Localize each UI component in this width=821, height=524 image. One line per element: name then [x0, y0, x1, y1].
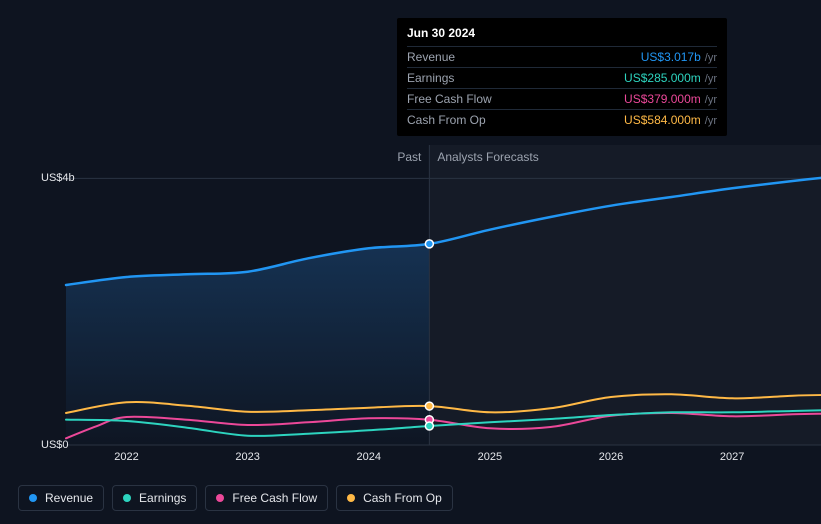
- tooltip-row: Free Cash Flow US$379.000m/yr: [407, 88, 717, 109]
- legend-item-free-cash-flow[interactable]: Free Cash Flow: [205, 485, 328, 511]
- y-axis-label: US$0: [41, 439, 69, 451]
- y-axis-label: US$4b: [41, 172, 75, 184]
- legend-dot: [347, 494, 355, 502]
- x-axis-label: 2026: [599, 451, 623, 463]
- tooltip-row-label: Free Cash Flow: [407, 92, 492, 106]
- tooltip-row-label: Revenue: [407, 50, 455, 64]
- legend-item-revenue[interactable]: Revenue: [18, 485, 104, 511]
- legend-label: Earnings: [139, 491, 186, 505]
- tooltip-row-value: US$584.000m: [624, 113, 701, 127]
- x-axis-label: 2024: [357, 451, 381, 463]
- x-axis-label: 2027: [720, 451, 744, 463]
- tooltip-row: Earnings US$285.000m/yr: [407, 67, 717, 88]
- legend-dot: [29, 494, 37, 502]
- tooltip-date: Jun 30 2024: [407, 26, 717, 40]
- forecast-section-label: Analysts Forecasts: [437, 150, 538, 164]
- legend-item-earnings[interactable]: Earnings: [112, 485, 197, 511]
- tooltip-row: Revenue US$3.017b/yr: [407, 46, 717, 67]
- chart-legend: Revenue Earnings Free Cash Flow Cash From O…: [18, 485, 453, 511]
- tooltip-row-unit: /yr: [705, 52, 717, 64]
- tooltip-row-unit: /yr: [705, 94, 717, 106]
- tooltip-row: Cash From Op US$584.000m/yr: [407, 109, 717, 130]
- legend-dot: [216, 494, 224, 502]
- past-section-label: Past: [397, 150, 421, 164]
- legend-label: Revenue: [45, 491, 93, 505]
- legend-dot: [123, 494, 131, 502]
- legend-label: Free Cash Flow: [232, 491, 317, 505]
- tooltip-row-unit: /yr: [705, 115, 717, 127]
- x-axis-label: 2022: [114, 451, 138, 463]
- tooltip-row-label: Earnings: [407, 71, 454, 85]
- tooltip-row-unit: /yr: [705, 73, 717, 85]
- tooltip-row-value: US$3.017b: [641, 50, 701, 64]
- x-axis-label: 2023: [235, 451, 259, 463]
- x-axis-label: 2025: [478, 451, 502, 463]
- tooltip-row-value: US$379.000m: [624, 92, 701, 106]
- tooltip-row-label: Cash From Op: [407, 113, 486, 127]
- legend-item-cash-from-op[interactable]: Cash From Op: [336, 485, 453, 511]
- legend-label: Cash From Op: [363, 491, 442, 505]
- tooltip-row-value: US$285.000m: [624, 71, 701, 85]
- chart-tooltip: Jun 30 2024 Revenue US$3.017b/yr Earnings U…: [397, 18, 727, 136]
